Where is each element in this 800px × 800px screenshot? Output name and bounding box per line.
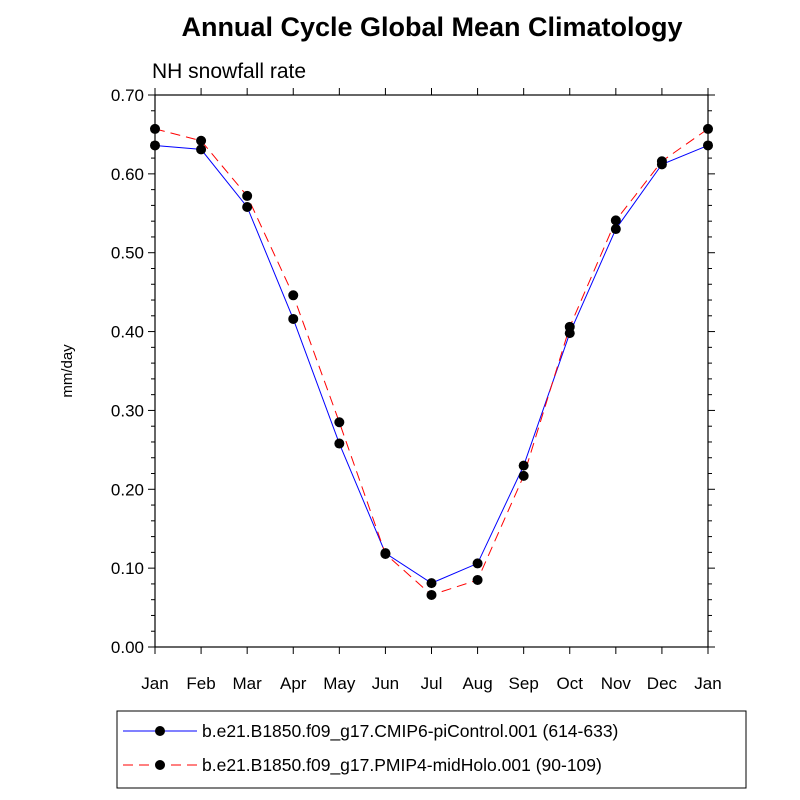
x-tick-label: Jun bbox=[372, 674, 399, 693]
x-tick-label: Feb bbox=[186, 674, 215, 693]
data-point-picontrol bbox=[334, 438, 345, 449]
y-axis-label: mm/day bbox=[59, 344, 76, 398]
data-point-midholo bbox=[610, 215, 621, 226]
data-point-midholo bbox=[242, 190, 253, 201]
y-tick-label: 0.20 bbox=[111, 480, 144, 499]
legend-box bbox=[116, 710, 747, 789]
x-tick-label: Oct bbox=[557, 674, 584, 693]
y-tick-label: 0.40 bbox=[111, 323, 144, 342]
legend-entry-midholo: b.e21.B1850.f09_g17.PMIP4-midHolo.001 (9… bbox=[123, 755, 602, 776]
legend-marker-midholo bbox=[155, 760, 165, 770]
data-point-midholo bbox=[472, 574, 483, 585]
y-tick-label: 0.60 bbox=[111, 165, 144, 184]
data-point-picontrol bbox=[426, 578, 437, 589]
y-tick-label: 0.10 bbox=[111, 559, 144, 578]
data-point-midholo bbox=[518, 470, 529, 481]
series-layer bbox=[150, 123, 713, 600]
x-tick-label: Jul bbox=[421, 674, 443, 693]
data-point-picontrol bbox=[288, 313, 299, 324]
x-tick-label: May bbox=[323, 674, 356, 693]
data-point-picontrol bbox=[242, 201, 253, 212]
legend-label-midholo: b.e21.B1850.f09_g17.PMIP4-midHolo.001 (9… bbox=[202, 755, 602, 776]
plot-frame bbox=[154, 94, 709, 648]
x-tick-label: Dec bbox=[647, 674, 678, 693]
x-tick-label: Jan bbox=[141, 674, 168, 693]
data-point-midholo bbox=[380, 548, 391, 559]
legend-label-picontrol: b.e21.B1850.f09_g17.CMIP6-piControl.001 … bbox=[202, 721, 618, 742]
y-tick-label: 0.00 bbox=[111, 638, 144, 657]
data-point-midholo bbox=[288, 290, 299, 301]
data-point-midholo bbox=[426, 589, 437, 600]
y-tick-label: 0.70 bbox=[111, 86, 144, 105]
y-tick-label: 0.50 bbox=[111, 244, 144, 263]
x-tick-label: Jan bbox=[694, 674, 721, 693]
data-point-midholo bbox=[564, 321, 575, 332]
chart-subtitle: NH snowfall rate bbox=[152, 60, 306, 83]
data-point-picontrol bbox=[518, 460, 529, 471]
legend-marker-picontrol bbox=[155, 726, 165, 736]
data-point-picontrol bbox=[472, 558, 483, 569]
data-point-picontrol bbox=[610, 224, 621, 235]
data-point-picontrol bbox=[196, 144, 207, 155]
legend-entry-picontrol: b.e21.B1850.f09_g17.CMIP6-piControl.001 … bbox=[123, 721, 618, 742]
series-line-midholo bbox=[154, 128, 709, 596]
data-point-midholo bbox=[334, 417, 345, 428]
axis-ticks: 0.00 0.10 0.20 0.30 0.40 0.50 0.60 0.70 Jan Feb Ma… bbox=[111, 86, 722, 693]
x-tick-label: Mar bbox=[233, 674, 263, 693]
x-tick-label: Sep bbox=[509, 674, 539, 693]
series-line-picontrol bbox=[154, 144, 709, 584]
data-point-midholo bbox=[196, 135, 207, 146]
y-tick-label: 0.30 bbox=[111, 401, 144, 420]
chart-title: Annual Cycle Global Mean Climatology bbox=[181, 12, 682, 42]
x-tick-label: Nov bbox=[601, 674, 632, 693]
x-tick-label: Apr bbox=[280, 674, 307, 693]
data-point-midholo bbox=[656, 156, 667, 167]
x-tick-label: Aug bbox=[462, 674, 492, 693]
